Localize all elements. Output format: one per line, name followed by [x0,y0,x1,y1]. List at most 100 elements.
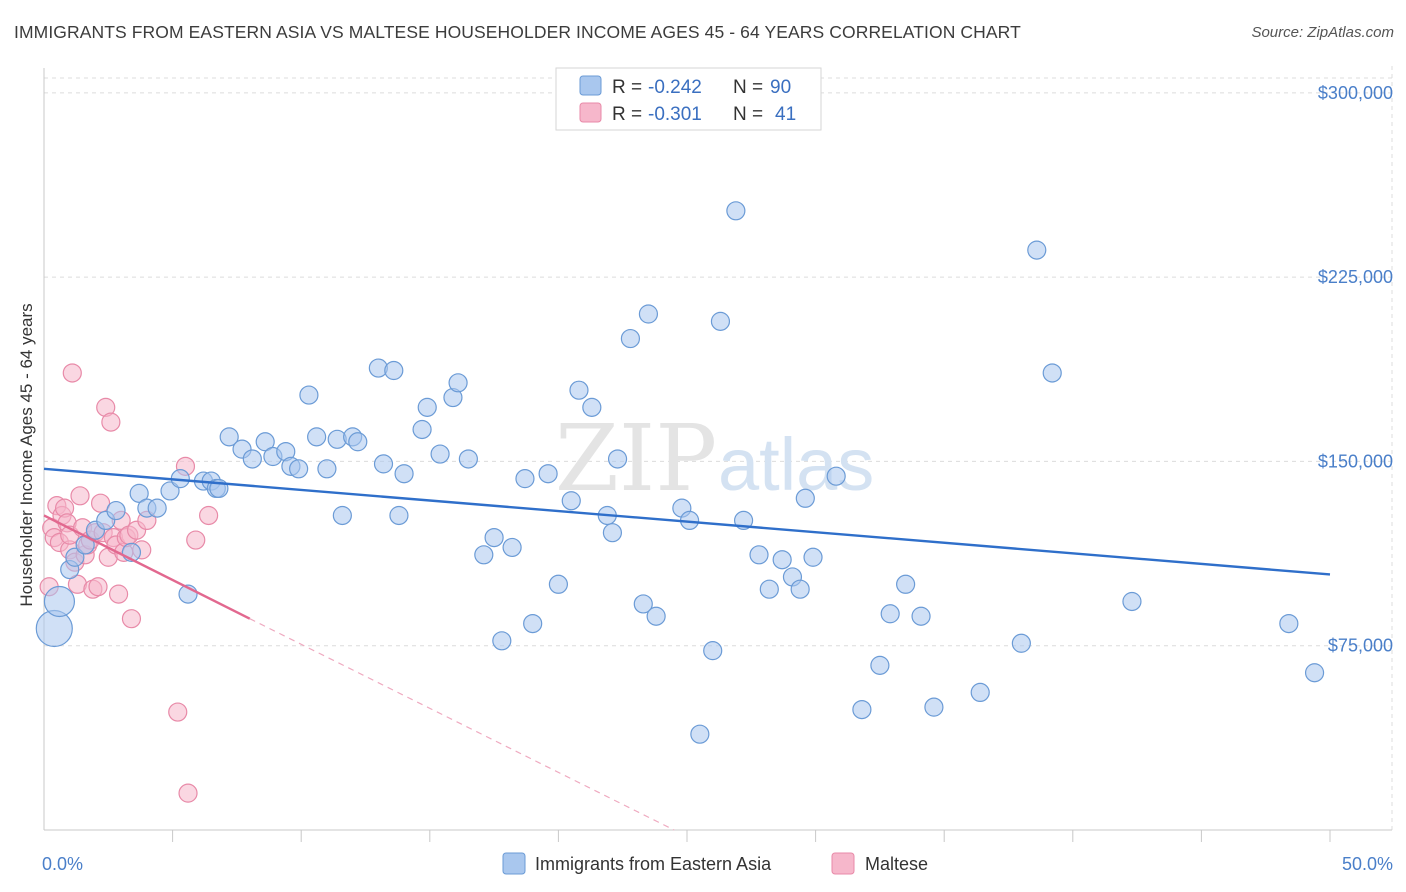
eastern-asia-point-65 [690,724,710,744]
maltese-point-33 [121,609,142,629]
y-tick-label-1: $150,000 [1318,451,1393,471]
eastern-asia-point-21 [242,449,262,469]
correlation-legend: R = -0.242 N = 90 R = -0.301 N = 41 [555,67,822,131]
legend-r-label-pink: R = [612,104,642,125]
eastern-asia-point-36 [384,360,404,381]
eastern-asia-point-77 [826,466,846,486]
source-label: Source: ZipAtlas.com [1251,24,1394,41]
eastern-asia-point-90 [1304,663,1325,683]
eastern-asia-point-27 [299,385,319,405]
y-tick-label-0: $75,000 [1328,636,1393,656]
eastern-asia-point-43 [448,373,468,393]
eastern-asia-point-51 [538,464,558,484]
eastern-asia-point-37 [389,505,409,526]
y-tick-label-2: $225,000 [1318,267,1393,287]
eastern-asia-point-44 [458,449,478,469]
eastern-asia-trend-line [43,467,1331,576]
eastern-asia-point-79 [870,655,890,675]
series-legend: Immigrants from Eastern Asia Maltese [502,852,928,875]
eastern-asia-point-50 [523,613,543,634]
maltese-point-37 [168,702,188,722]
eastern-asia-points [35,201,1325,744]
maltese-point-39 [178,783,198,803]
eastern-asia-point-11 [147,498,167,518]
eastern-asia-point-40 [417,397,437,417]
maltese-point-13 [70,486,90,506]
eastern-asia-point-60 [633,594,653,614]
eastern-asia-point-66 [703,641,723,661]
legend-r-value-pink: -0.301 [648,104,702,125]
legend-r-value-blue: -0.242 [648,77,702,98]
eastern-asia-point-88 [1122,591,1142,612]
bottom-legend-label-blue: Immigrants from Eastern Asia [535,854,772,874]
eastern-asia-point-70 [749,545,769,565]
eastern-asia-point-58 [607,449,628,469]
eastern-asia-point-26 [289,459,309,479]
legend-swatch-pink [579,102,602,123]
eastern-asia-point-84 [970,682,990,703]
legend-n-label-blue: N = [733,77,763,98]
chart-title: IMMIGRANTS FROM EASTERN ASIA VS MALTESE … [14,22,1021,42]
eastern-asia-point-52 [548,574,569,594]
eastern-asia-point-72 [772,550,792,570]
eastern-asia-point-31 [332,505,352,526]
y-tick-label-3: $300,000 [1318,83,1393,103]
eastern-asia-point-33 [348,432,368,452]
eastern-asia-point-29 [317,459,337,479]
eastern-asia-point-75 [795,488,815,508]
eastern-asia-point-38 [394,464,414,484]
eastern-asia-point-68 [726,201,746,221]
maltese-points [39,363,219,803]
eastern-asia-point-54 [569,380,589,400]
eastern-asia-point-45 [474,545,494,565]
watermark: ZIP atlas [555,405,874,512]
maltese-point-20 [88,577,108,597]
eastern-asia-point-22 [255,432,275,452]
eastern-asia-point-62 [646,606,666,626]
eastern-asia-point-47 [492,631,512,651]
eastern-asia-point-1 [43,585,76,618]
x-tick-label-0: 0.0% [42,854,83,874]
bottom-legend-swatch-pink [831,852,855,875]
eastern-asia-point-76 [803,547,823,567]
eastern-asia-point-49 [515,469,535,489]
eastern-asia-point-19 [219,427,239,447]
trend-lines [43,467,1331,831]
bottom-legend-label-pink: Maltese [865,854,928,874]
eastern-asia-point-83 [924,697,944,717]
watermark-zip: ZIP [555,405,717,512]
eastern-asia-point-48 [502,537,522,558]
watermark-atlas: atlas [718,423,874,506]
maltese-trend-line [43,514,251,620]
legend-r-label-blue: R = [612,77,642,98]
eastern-asia-point-81 [896,574,916,594]
eastern-asia-point-35 [373,454,394,474]
eastern-asia-point-55 [582,397,602,417]
eastern-asia-point-7 [106,500,126,521]
eastern-asia-point-85 [1011,633,1031,653]
eastern-asia-point-41 [430,444,450,464]
eastern-asia-point-12 [160,481,180,501]
legend-n-value-pink: 41 [775,104,796,125]
eastern-asia-point-61 [638,304,659,324]
maltese-trend-extension [249,618,675,831]
eastern-asia-point-39 [412,419,432,440]
eastern-asia-point-86 [1027,240,1047,260]
maltese-point-28 [108,584,129,604]
eastern-asia-point-78 [852,699,872,720]
legend-n-value-blue: 90 [770,77,791,98]
eastern-asia-point-46 [484,527,504,548]
legend-n-label-pink: N = [733,104,763,125]
eastern-asia-point-53 [561,491,581,511]
eastern-asia-point-74 [790,579,810,599]
maltese-point-21 [90,493,111,513]
eastern-asia-point-3 [65,547,85,567]
eastern-asia-point-71 [759,579,779,599]
eastern-asia-point-9 [129,483,149,503]
x-tick-label-1: 50.0% [1342,854,1393,874]
maltese-point-10 [62,363,82,383]
maltese-point-41 [199,505,219,526]
bottom-legend-swatch-blue [502,852,526,875]
eastern-asia-point-59 [620,328,641,349]
